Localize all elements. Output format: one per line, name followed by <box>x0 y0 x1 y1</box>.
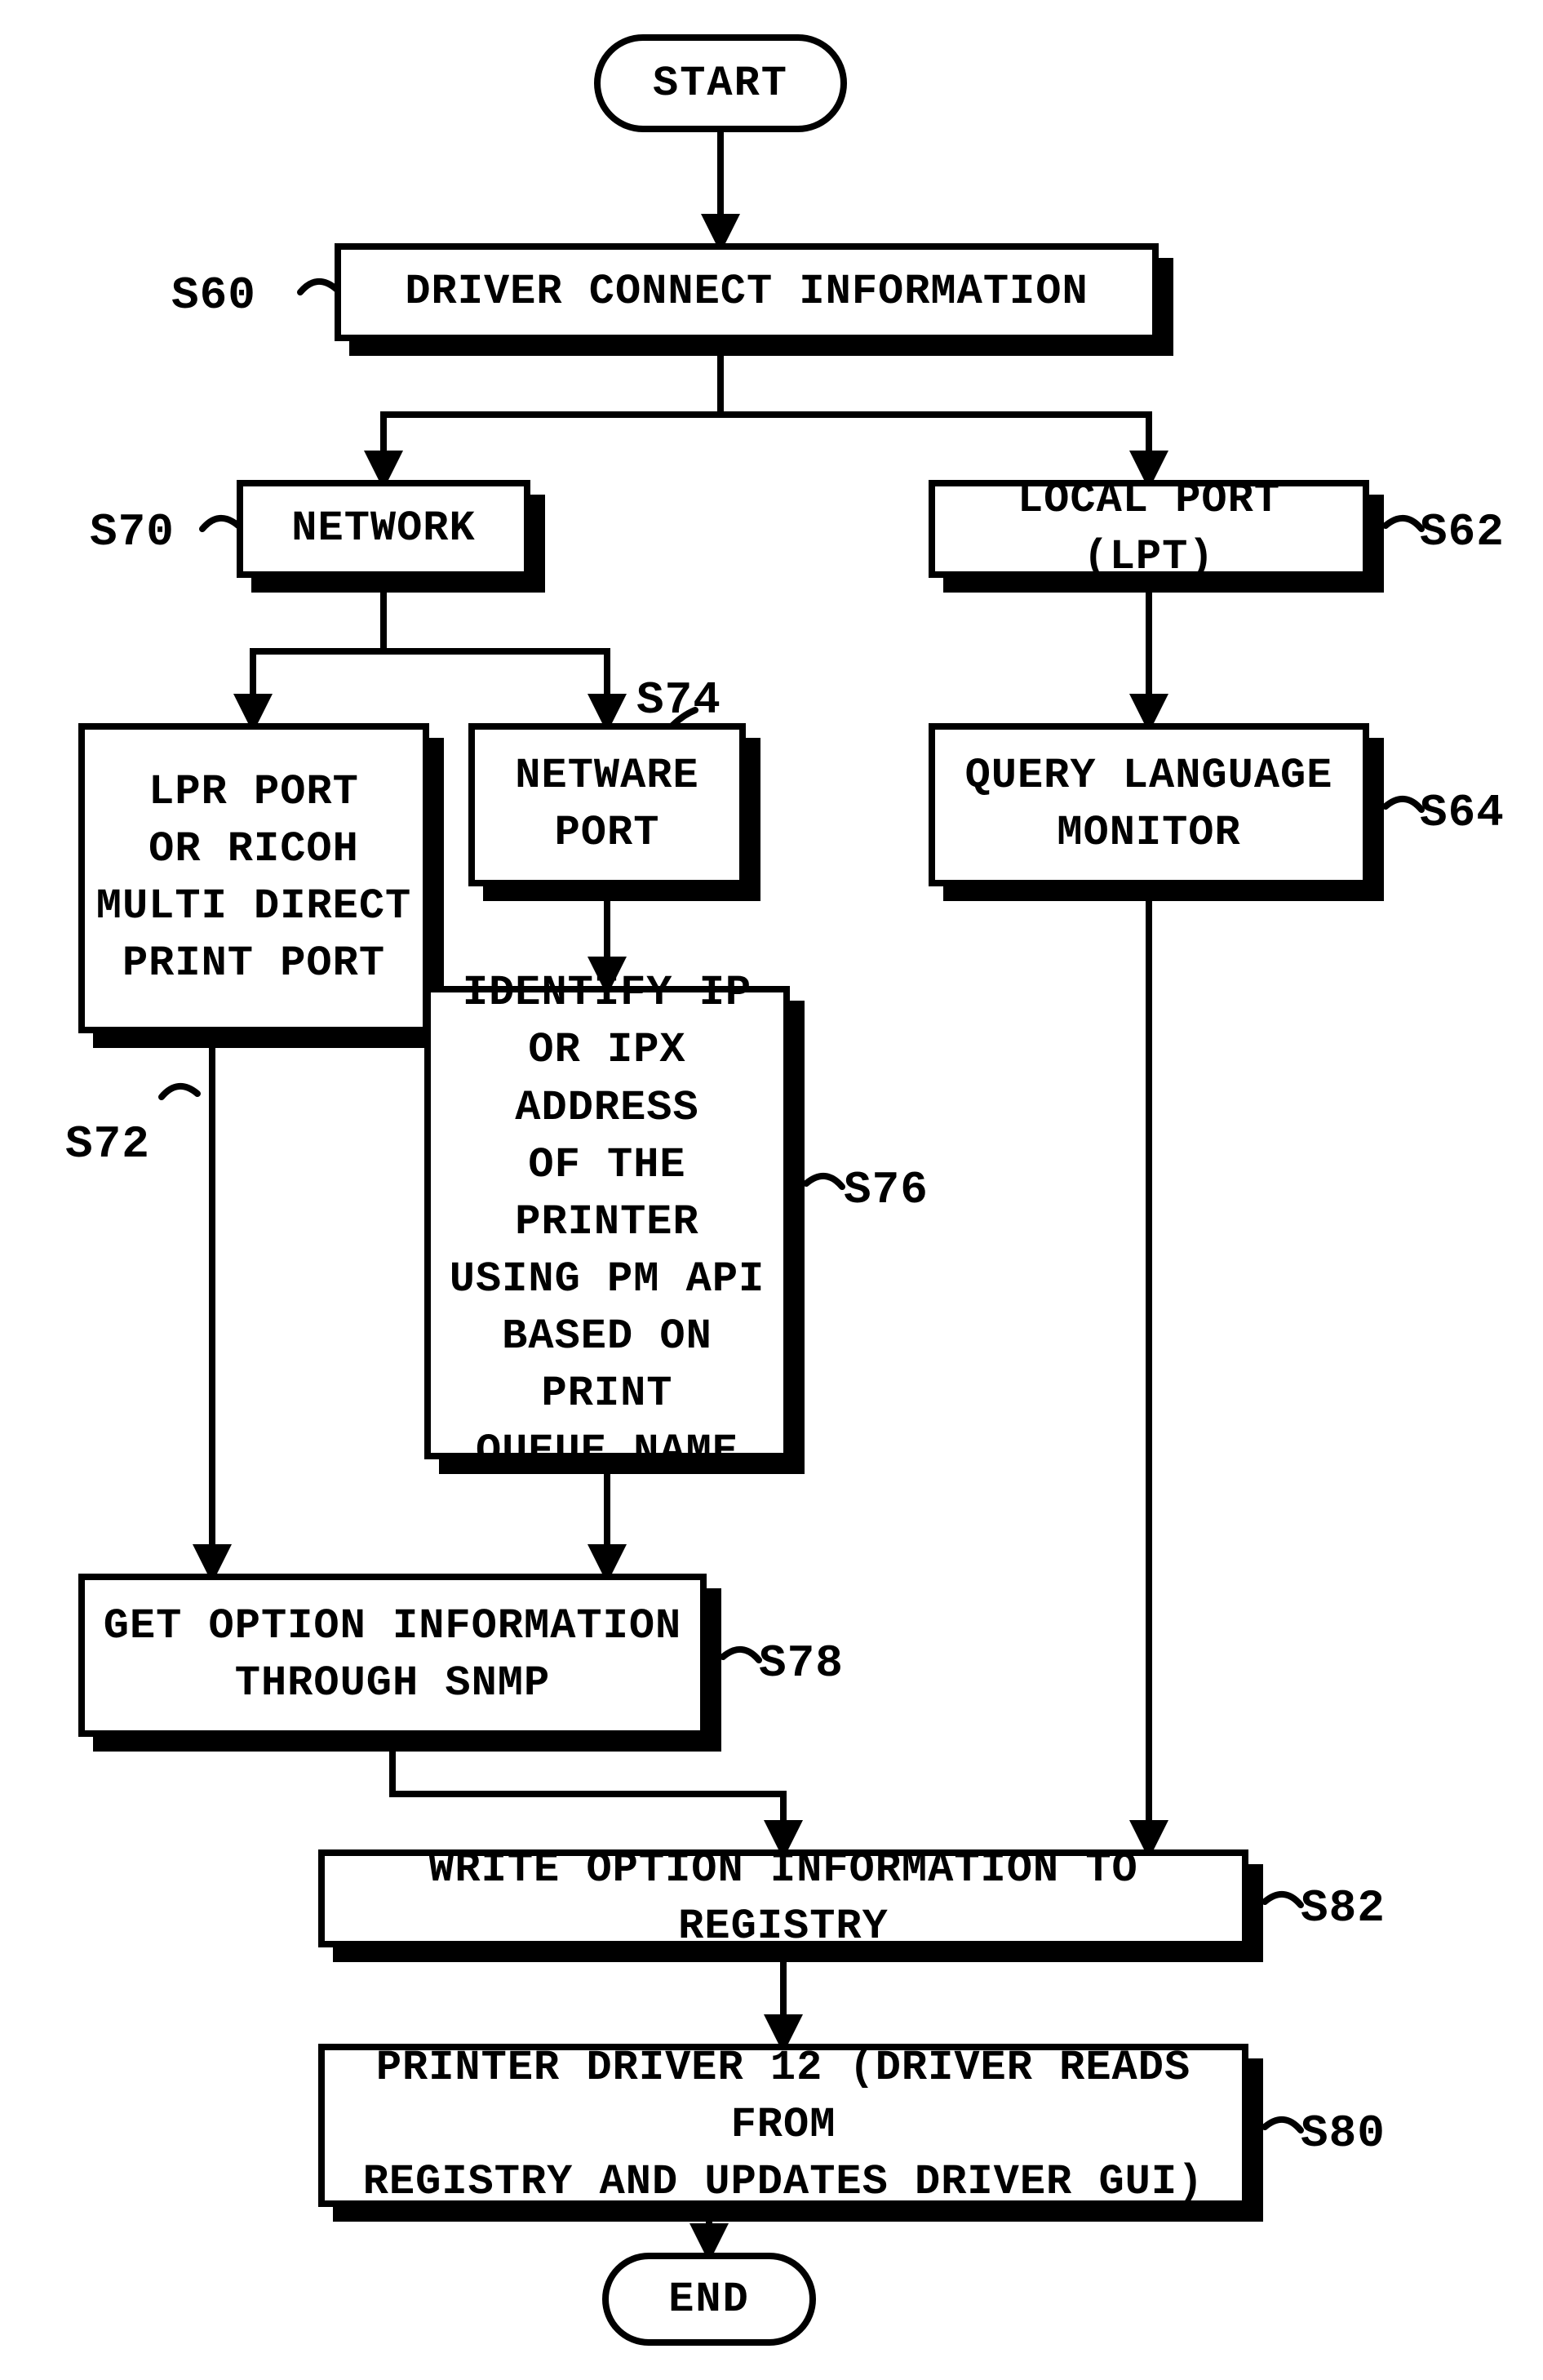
node-s64: QUERY LANGUAGEMONITOR <box>929 723 1369 886</box>
node-s82: WRITE OPTION INFORMATION TO REGISTRY <box>318 1849 1248 1947</box>
label-s72: S72 <box>65 1118 150 1170</box>
node-s78: GET OPTION INFORMATIONTHROUGH SNMP <box>78 1574 707 1737</box>
label-s78: S78 <box>759 1637 844 1690</box>
start-terminal: START <box>594 34 847 132</box>
node-s74: NETWAREPORT <box>468 723 746 886</box>
node-s62: LOCAL PORT (LPT) <box>929 480 1369 578</box>
node-s80: PRINTER DRIVER 12 (DRIVER READS FROMREGI… <box>318 2044 1248 2207</box>
label-s70: S70 <box>90 506 175 558</box>
label-s76: S76 <box>844 1164 929 1216</box>
node-s72: LPR PORTOR RICOHMULTI DIRECTPRINT PORT <box>78 723 429 1033</box>
label-s80: S80 <box>1301 2107 1386 2160</box>
end-terminal: END <box>602 2253 816 2346</box>
label-s60: S60 <box>171 269 256 322</box>
node-s70: NETWORK <box>237 480 530 578</box>
label-s82: S82 <box>1301 1882 1386 1934</box>
label-s64: S64 <box>1420 787 1505 839</box>
label-s74: S74 <box>636 674 721 726</box>
node-s60: DRIVER CONNECT INFORMATION <box>335 243 1159 341</box>
label-s62: S62 <box>1420 506 1505 558</box>
node-s76: IDENTIFY IPOR IPX ADDRESSOF THE PRINTERU… <box>424 986 790 1459</box>
